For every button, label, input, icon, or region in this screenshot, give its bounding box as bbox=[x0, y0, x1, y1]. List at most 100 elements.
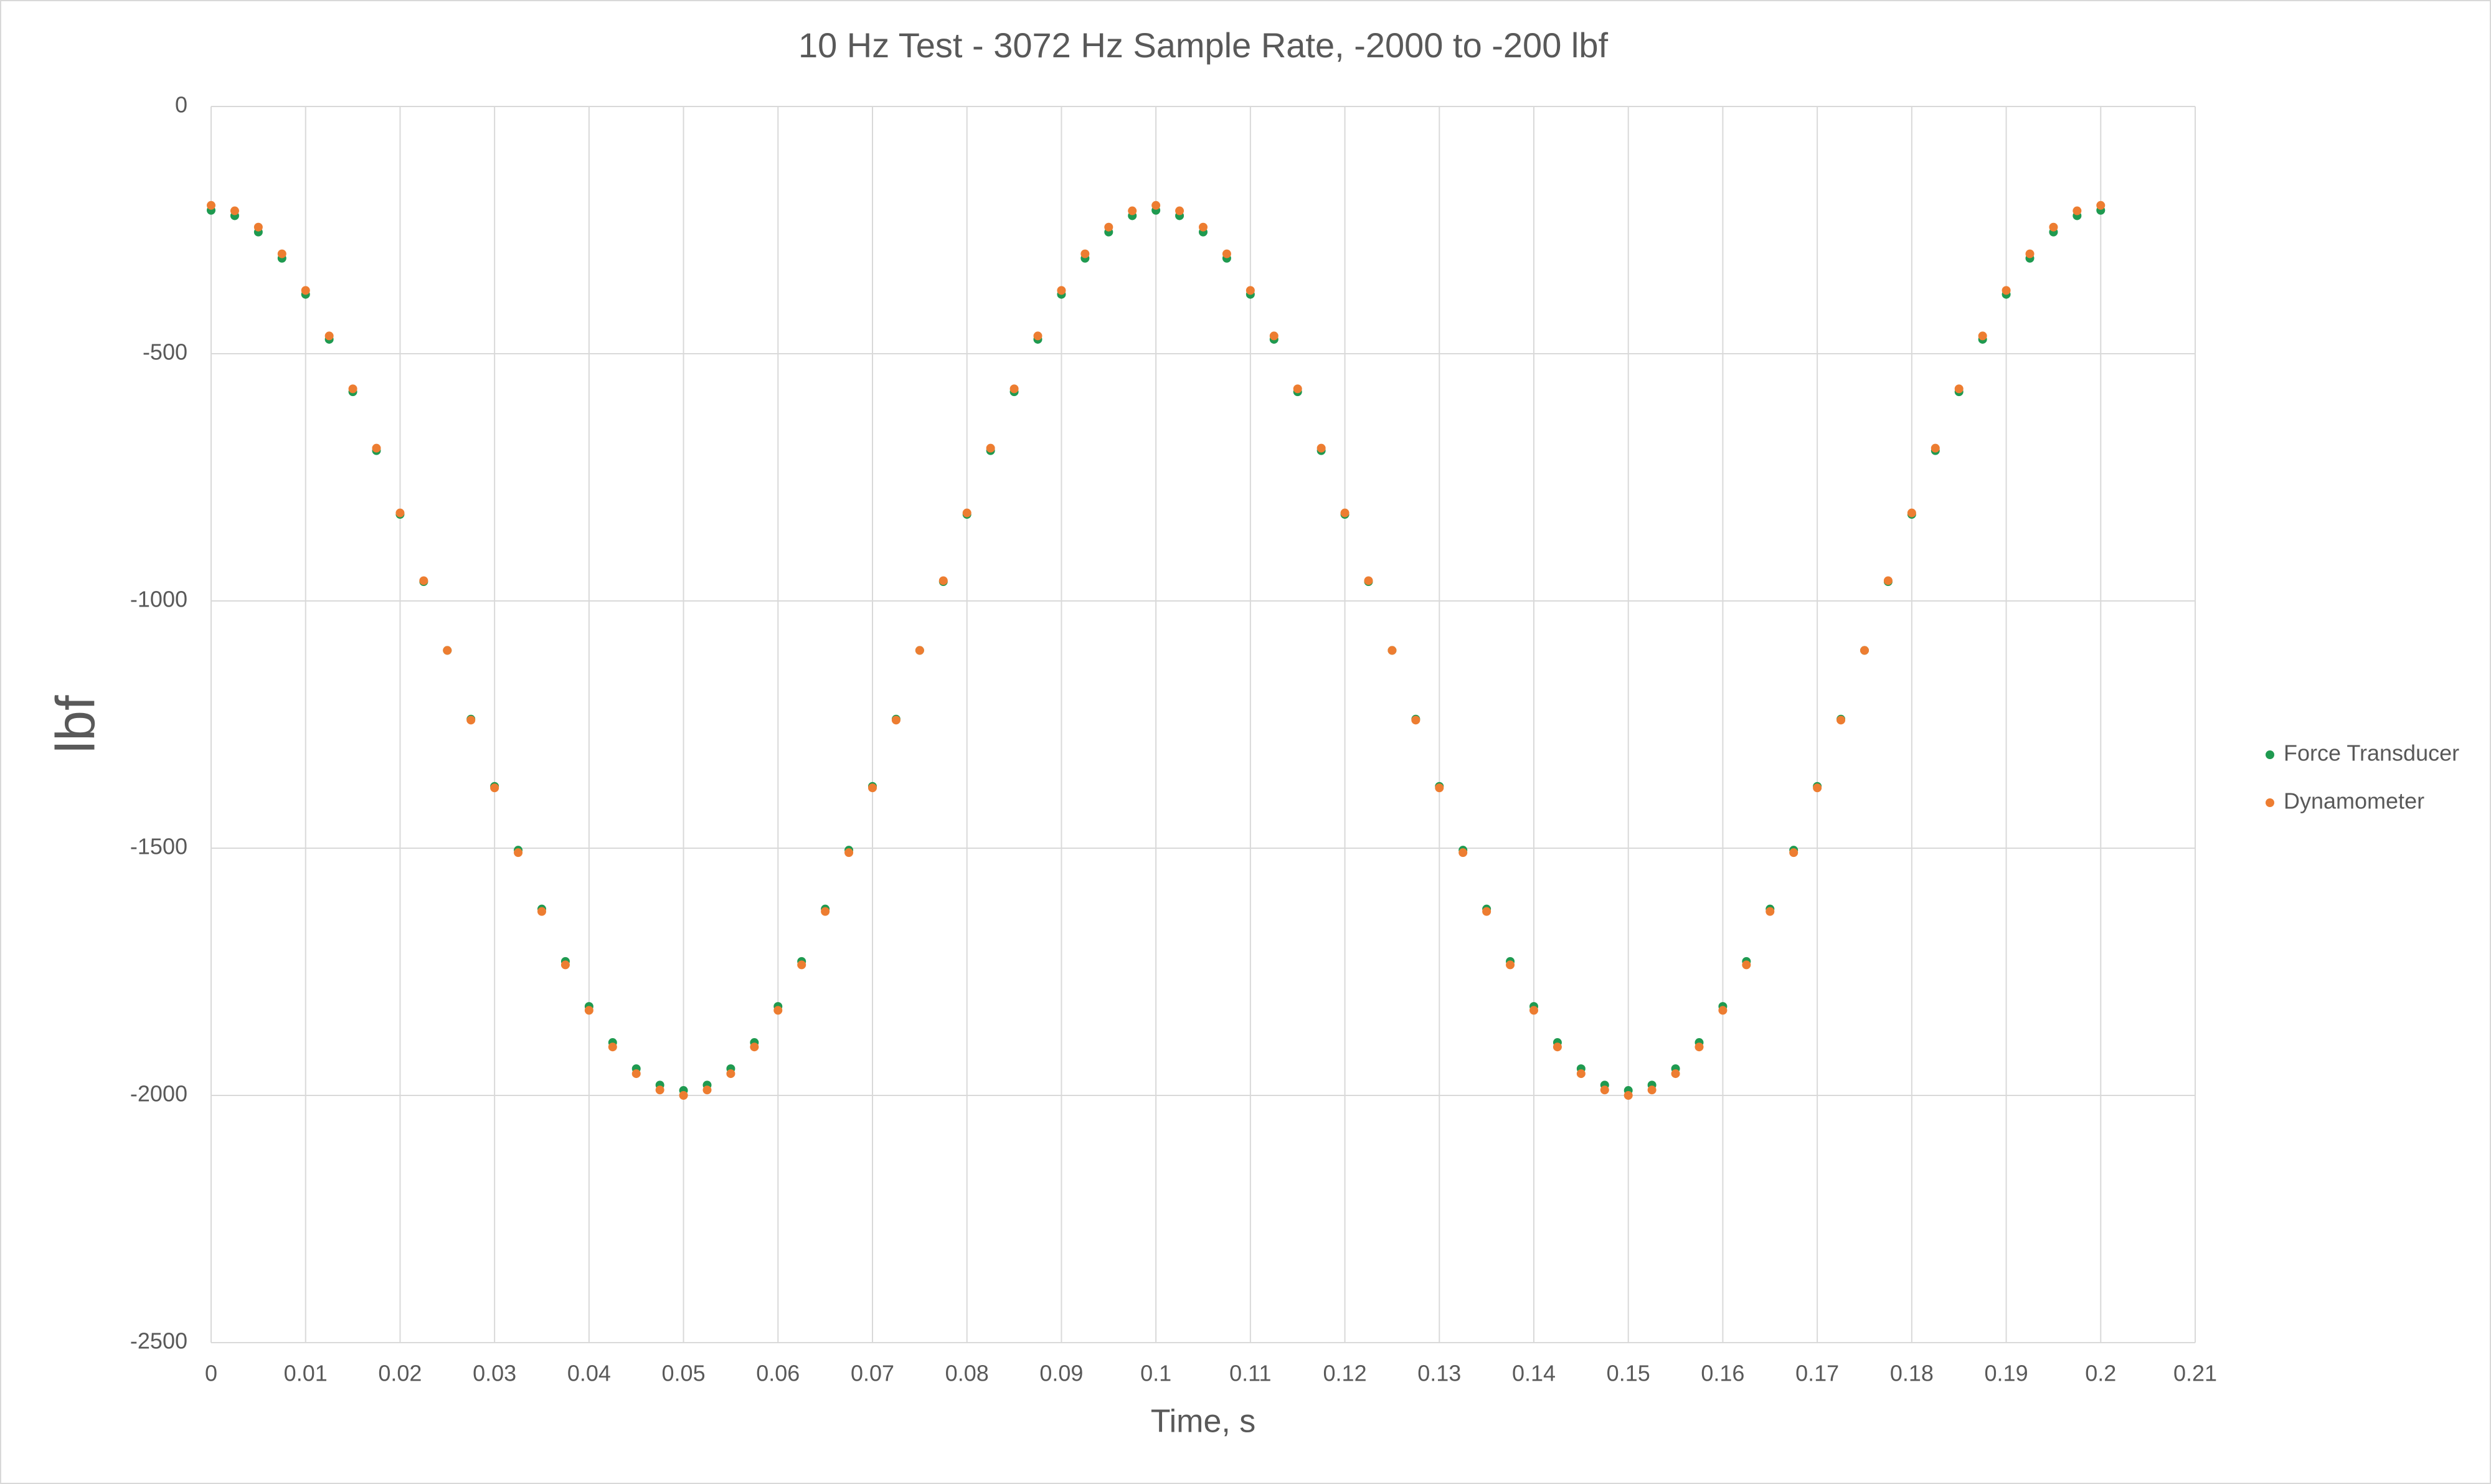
data-point bbox=[584, 1006, 593, 1015]
x-tick-label: 0.21 bbox=[2173, 1361, 2217, 1386]
x-tick-label: 0.04 bbox=[567, 1361, 611, 1386]
legend-marker bbox=[2266, 750, 2274, 759]
x-tick-label: 0.01 bbox=[284, 1361, 328, 1386]
data-point bbox=[1222, 249, 1231, 258]
data-point bbox=[1883, 576, 1893, 585]
data-point bbox=[1175, 206, 1184, 215]
data-point bbox=[1742, 960, 1751, 970]
data-point bbox=[253, 222, 263, 232]
data-point bbox=[466, 716, 476, 725]
data-point bbox=[1907, 508, 1916, 518]
data-point bbox=[915, 646, 924, 655]
y-tick-label: -1000 bbox=[130, 587, 187, 612]
data-point bbox=[490, 783, 499, 793]
data-point bbox=[1316, 443, 1326, 453]
data-point bbox=[655, 1085, 664, 1095]
data-point bbox=[2073, 206, 2082, 215]
y-axis-title: lbf bbox=[44, 695, 106, 753]
data-point bbox=[2002, 286, 2011, 295]
data-point bbox=[2025, 249, 2035, 258]
data-point bbox=[891, 716, 900, 725]
data-point bbox=[726, 1069, 735, 1079]
chart-title: 10 Hz Test - 3072 Hz Sample Rate, -2000 … bbox=[798, 26, 1609, 65]
data-point bbox=[1128, 206, 1137, 215]
data-point bbox=[773, 1006, 783, 1015]
data-point bbox=[1104, 222, 1113, 232]
data-point bbox=[1506, 960, 1515, 970]
data-point bbox=[1033, 331, 1042, 341]
y-tick-label: -500 bbox=[143, 339, 187, 365]
data-point bbox=[1931, 443, 1940, 453]
x-tick-label: 0.03 bbox=[473, 1361, 516, 1386]
data-point bbox=[631, 1069, 641, 1079]
data-point bbox=[443, 646, 452, 655]
data-point bbox=[1411, 716, 1420, 725]
data-point bbox=[1293, 384, 1302, 394]
x-tick-label: 0.07 bbox=[851, 1361, 894, 1386]
data-point bbox=[301, 286, 310, 295]
x-tick-label: 0.02 bbox=[378, 1361, 422, 1386]
data-point bbox=[1836, 716, 1846, 725]
data-point bbox=[207, 201, 215, 210]
x-tick-label: 0.16 bbox=[1701, 1361, 1744, 1386]
data-point bbox=[750, 1042, 759, 1052]
data-point bbox=[1718, 1006, 1728, 1015]
x-tick-label: 0.19 bbox=[1985, 1361, 2028, 1386]
x-tick-label: 0.14 bbox=[1512, 1361, 1556, 1386]
y-tick-label: 0 bbox=[175, 92, 187, 118]
data-point bbox=[821, 907, 830, 916]
y-tick-label: -2000 bbox=[130, 1081, 187, 1107]
data-point bbox=[419, 576, 428, 585]
data-point bbox=[324, 331, 334, 341]
data-point bbox=[1009, 384, 1019, 394]
data-point bbox=[514, 848, 523, 858]
data-point bbox=[844, 848, 854, 858]
data-point bbox=[1387, 646, 1397, 655]
data-point bbox=[1553, 1042, 1562, 1052]
data-point bbox=[1671, 1069, 1680, 1079]
data-point bbox=[1199, 222, 1208, 232]
x-tick-label: 0.11 bbox=[1229, 1361, 1271, 1386]
data-point bbox=[1765, 907, 1775, 916]
data-point bbox=[608, 1042, 617, 1052]
x-axis-title: Time, s bbox=[1151, 1404, 1256, 1440]
data-point bbox=[1978, 331, 1987, 341]
data-point bbox=[1482, 907, 1491, 916]
data-point bbox=[868, 783, 877, 793]
x-tick-label: 0.08 bbox=[945, 1361, 989, 1386]
legend-marker bbox=[2266, 798, 2274, 807]
data-point bbox=[962, 508, 971, 518]
x-tick-label: 0.09 bbox=[1039, 1361, 1083, 1386]
x-tick-label: 0.2 bbox=[2085, 1361, 2116, 1386]
x-tick-label: 0.18 bbox=[1890, 1361, 1934, 1386]
data-point bbox=[1151, 201, 1161, 210]
data-point bbox=[1529, 1006, 1538, 1015]
data-point bbox=[938, 576, 948, 585]
data-point bbox=[702, 1085, 712, 1095]
x-tick-label: 0.17 bbox=[1795, 1361, 1839, 1386]
x-tick-label: 0.15 bbox=[1607, 1361, 1650, 1386]
x-tick-label: 0.1 bbox=[1140, 1361, 1171, 1386]
data-point bbox=[537, 907, 546, 916]
data-point bbox=[1695, 1042, 1704, 1052]
data-point bbox=[230, 206, 239, 215]
data-point bbox=[2096, 201, 2106, 210]
data-point bbox=[348, 384, 357, 394]
data-point bbox=[277, 249, 286, 258]
x-tick-label: 0.12 bbox=[1323, 1361, 1367, 1386]
data-point bbox=[1600, 1085, 1609, 1095]
data-point bbox=[1364, 576, 1373, 585]
x-tick-label: 0.05 bbox=[662, 1361, 706, 1386]
y-tick-label: -2500 bbox=[130, 1328, 187, 1354]
data-point bbox=[1954, 384, 1964, 394]
data-point bbox=[1080, 249, 1090, 258]
data-point bbox=[1057, 286, 1066, 295]
x-tick-label: 0 bbox=[205, 1361, 217, 1386]
data-point bbox=[1340, 508, 1349, 518]
data-point bbox=[560, 960, 570, 970]
data-point bbox=[1269, 331, 1279, 341]
data-point bbox=[1813, 783, 1822, 793]
x-tick-label: 0.13 bbox=[1417, 1361, 1461, 1386]
